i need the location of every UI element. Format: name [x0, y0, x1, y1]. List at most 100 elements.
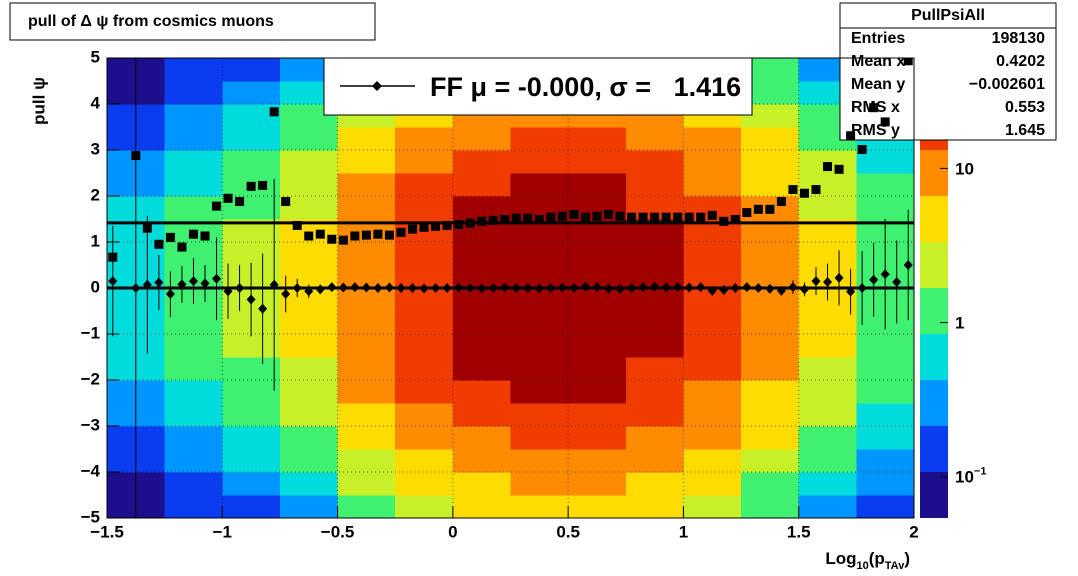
- legend: FF μ = -0.000, σ = 1.416: [323, 57, 753, 116]
- diamond-marker: [603, 283, 613, 294]
- square-marker: [258, 180, 268, 190]
- cell: [625, 150, 684, 174]
- cell: [683, 357, 742, 381]
- x-tick-label: 1: [679, 522, 688, 541]
- cell: [568, 449, 627, 473]
- cell: [683, 311, 742, 335]
- cell: [279, 150, 339, 174]
- cell: [164, 196, 223, 220]
- diamond-marker: [477, 283, 487, 294]
- diamond-marker: [246, 294, 256, 305]
- square-marker: [776, 197, 786, 207]
- profile-points: [108, 58, 913, 518]
- cell: [452, 150, 511, 174]
- cell: [222, 219, 281, 243]
- x-axis-title-part: 10: [856, 560, 868, 572]
- cell: [164, 495, 223, 518]
- y-tick-label: −4: [81, 461, 101, 480]
- diamond-marker: [707, 285, 717, 296]
- cell: [625, 380, 684, 404]
- color-tick-label-base: 1: [955, 314, 964, 333]
- cell: [337, 403, 396, 427]
- diamond-marker: [177, 279, 187, 290]
- diamond-marker: [396, 283, 406, 293]
- cell: [856, 334, 914, 358]
- diamond-marker: [638, 282, 648, 293]
- cell: [741, 426, 800, 450]
- diamond-marker: [523, 283, 533, 293]
- cell: [395, 426, 454, 450]
- cell: [683, 403, 742, 427]
- cell: [337, 196, 396, 220]
- y-tick-label: −2: [81, 369, 100, 388]
- cell: [452, 196, 511, 220]
- diamond-marker: [223, 286, 233, 297]
- cell: [395, 449, 454, 473]
- cell: [337, 173, 396, 197]
- cell: [568, 219, 627, 243]
- cell: [510, 242, 569, 266]
- square-marker: [650, 212, 660, 222]
- diamond-marker: [292, 283, 302, 293]
- diamond-marker: [315, 284, 325, 295]
- cell: [279, 196, 339, 220]
- color-tick-label-base: 10: [955, 160, 974, 179]
- x-axis-title-part: TAv: [885, 560, 905, 572]
- square-marker: [569, 209, 579, 219]
- square-marker: [246, 181, 256, 191]
- diamond-marker: [534, 283, 544, 294]
- cell: [510, 403, 569, 427]
- square-marker: [396, 227, 406, 237]
- y-tick-label: −3: [81, 415, 100, 434]
- cell: [164, 449, 223, 473]
- diamond-marker: [142, 279, 152, 290]
- diamond-marker: [627, 283, 637, 293]
- y-axis-title: pull ψ: [29, 77, 48, 125]
- x-axis-title-part: ): [904, 549, 910, 568]
- chart-title: pull of Δ ψ from cosmics muons: [28, 13, 274, 30]
- diamond-marker: [361, 282, 371, 293]
- cell: [222, 334, 281, 358]
- cell: [856, 403, 914, 427]
- y-tick-label: 3: [91, 139, 100, 158]
- cell: [395, 265, 454, 289]
- cell: [798, 472, 857, 496]
- diamond-marker: [269, 279, 279, 290]
- cell: [625, 219, 684, 243]
- cell: [337, 242, 396, 266]
- cell: [741, 242, 800, 266]
- cell: [683, 265, 742, 289]
- cell: [164, 311, 223, 335]
- cell: [798, 311, 857, 335]
- cell: [625, 449, 684, 473]
- diamond-marker: [753, 283, 763, 293]
- diamond-marker: [131, 283, 141, 293]
- cell: [798, 357, 857, 381]
- square-marker: [799, 188, 809, 198]
- cell: [856, 472, 914, 496]
- cell: [683, 334, 742, 358]
- cell: [395, 196, 454, 220]
- diamond-marker: [419, 283, 429, 294]
- cell: [222, 449, 281, 473]
- diamond-marker: [661, 282, 671, 293]
- cell: [625, 311, 684, 335]
- cell: [222, 472, 281, 496]
- cell: [856, 449, 914, 473]
- stats-value: 198130: [992, 30, 1045, 47]
- square-marker: [557, 211, 567, 221]
- y-tick-label: −5: [81, 507, 100, 526]
- stats-value: 1.645: [1005, 122, 1045, 139]
- square-marker: [223, 193, 233, 203]
- diamond-marker: [488, 283, 498, 293]
- cell: [222, 150, 281, 174]
- cell: [856, 196, 914, 220]
- cell: [337, 472, 396, 496]
- square-marker: [212, 201, 222, 211]
- cell: [741, 219, 800, 243]
- cell: [625, 265, 684, 289]
- cell: [741, 449, 800, 473]
- x-tick-label: −1.5: [90, 522, 124, 541]
- cell: [164, 104, 223, 128]
- cell: [741, 495, 800, 518]
